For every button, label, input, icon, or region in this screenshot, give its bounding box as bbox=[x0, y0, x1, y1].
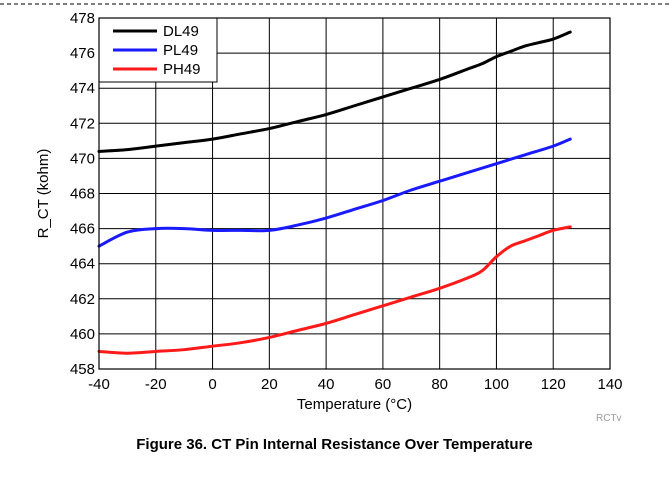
figure-caption: Figure 36. CT Pin Internal Resistance Ov… bbox=[136, 436, 533, 453]
legend-label: PL49 bbox=[163, 42, 198, 59]
y-tick-label: 458 bbox=[70, 361, 95, 378]
x-tick-label: 80 bbox=[431, 376, 448, 393]
x-tick-label: 140 bbox=[597, 376, 622, 393]
y-tick-label: 478 bbox=[70, 10, 95, 27]
y-axis-label: R_CT (kohm) bbox=[35, 149, 52, 239]
y-tick-label: 476 bbox=[70, 45, 95, 62]
y-tick-label: 468 bbox=[70, 186, 95, 203]
y-tick-label: 460 bbox=[70, 326, 95, 343]
series-line-dl49 bbox=[97, 30, 572, 153]
y-tick-label: 462 bbox=[70, 291, 95, 308]
x-tick-label: 0 bbox=[208, 376, 216, 393]
plot-frame bbox=[98, 17, 611, 370]
series-line-ph49 bbox=[97, 225, 572, 355]
x-tick-label: 20 bbox=[261, 376, 278, 393]
x-tick-label: 40 bbox=[318, 376, 335, 393]
y-tick-label: 470 bbox=[70, 150, 95, 167]
x-tick-label: -40 bbox=[88, 376, 110, 393]
y-tick-label: 464 bbox=[70, 256, 95, 273]
watermark: RCTv bbox=[596, 413, 622, 424]
x-tick-label: 100 bbox=[484, 376, 509, 393]
y-tick-label: 466 bbox=[70, 221, 95, 238]
y-tick-label: 474 bbox=[70, 80, 95, 97]
y-tick-label: 472 bbox=[70, 115, 95, 132]
legend-label: PH49 bbox=[163, 61, 201, 78]
x-tick-label: 120 bbox=[541, 376, 566, 393]
series-line-pl49 bbox=[97, 137, 572, 248]
x-tick-label: 60 bbox=[375, 376, 392, 393]
x-axis-label: Temperature (°C) bbox=[297, 396, 412, 413]
x-tick-label: -20 bbox=[145, 376, 167, 393]
legend-label: DL49 bbox=[163, 23, 199, 40]
